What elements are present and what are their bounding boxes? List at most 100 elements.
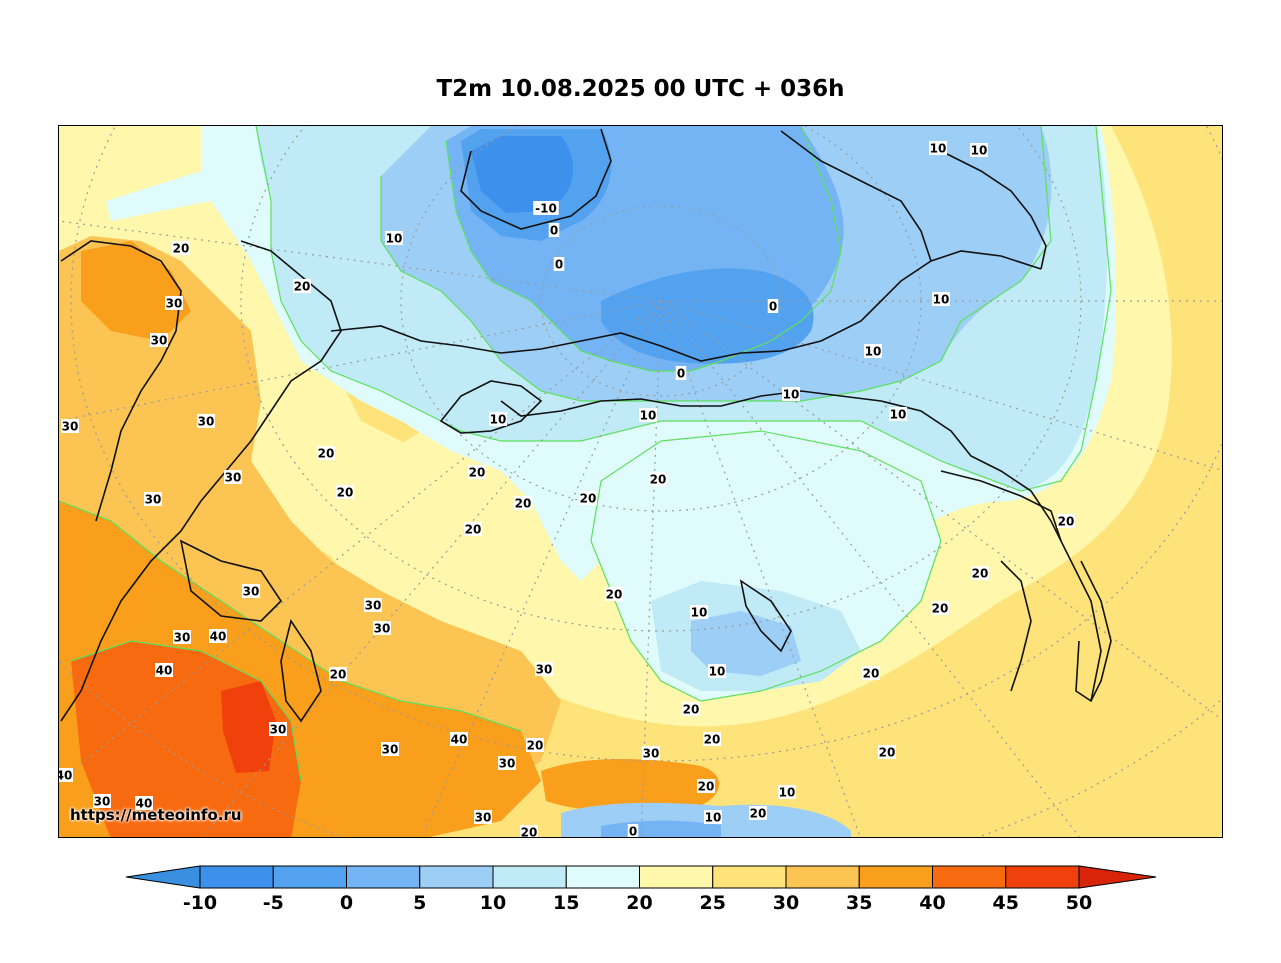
- contour-label: 40: [156, 664, 173, 678]
- contour-label: 20: [750, 807, 767, 821]
- colorbar-band: [346, 865, 421, 889]
- colorbar-band: [858, 865, 933, 889]
- contour-label-bg: [639, 408, 657, 422]
- contour-label-bg: [498, 756, 516, 770]
- contour-label-bg: [649, 472, 667, 486]
- contour-label: 0: [677, 367, 685, 381]
- contour-label-bg: [862, 666, 880, 680]
- contour-label-bg: [317, 446, 335, 460]
- contour-label: 20: [330, 668, 347, 682]
- contour-label: 0: [629, 825, 637, 839]
- contour-label: 10: [709, 665, 726, 679]
- contour-label: 10: [865, 345, 882, 359]
- contour-label: 30: [382, 743, 399, 757]
- contour-label-bg: [708, 664, 726, 678]
- contour-label-bg: [468, 465, 486, 479]
- contour-label-bg: [144, 492, 162, 506]
- contour-label: 20: [527, 739, 544, 753]
- contour-label: 10: [930, 142, 947, 156]
- contour-label-bg: [489, 412, 507, 426]
- contour-label: 20: [704, 733, 721, 747]
- contour-label-bg: [971, 566, 989, 580]
- contour-label-bg: [535, 662, 553, 676]
- contour-label: 10: [890, 408, 907, 422]
- colorbar-tick-label: 0: [339, 892, 354, 914]
- contour-label-bg: [209, 629, 227, 643]
- contour-label: 0: [550, 224, 558, 238]
- contour-label-bg: [329, 667, 347, 681]
- colorbar-band: [932, 865, 1007, 889]
- contour-label: 20: [879, 746, 896, 760]
- contour-label: 30: [243, 585, 260, 599]
- contour-label-bg: [520, 825, 538, 837]
- colorbar-band: [785, 865, 860, 889]
- colorbar-tick-label: 10: [479, 892, 507, 914]
- field-siberia-coolest: [691, 611, 801, 676]
- colorbar-tick-label: 45: [992, 892, 1019, 914]
- contour-label: 40: [59, 769, 72, 783]
- contour-label: 20: [972, 567, 989, 581]
- contour-label: 40: [136, 797, 153, 811]
- field-45-50: [221, 681, 276, 773]
- contour-label-bg: [385, 231, 403, 245]
- contour-label: -10: [535, 202, 557, 216]
- contour-label: 30: [151, 334, 168, 348]
- contour-label-bg: [526, 738, 544, 752]
- contour-label-bg: [165, 296, 183, 310]
- contour-label: 20: [337, 486, 354, 500]
- colorbar-tick-label: 20: [626, 892, 653, 914]
- contour-label-bg: [173, 630, 191, 644]
- colorbar-tick-label: 5: [413, 892, 427, 914]
- watermark: https://meteoinfo.ru: [70, 806, 242, 824]
- contour-label: 30: [225, 471, 242, 485]
- contour-label: 30: [145, 493, 162, 507]
- contour-label-bg: [682, 702, 700, 716]
- contour-label-bg: [514, 496, 532, 510]
- contour-label-bg: [627, 824, 639, 837]
- contour-label: 20: [515, 497, 532, 511]
- chart-title: T2m 10.08.2025 00 UTC + 036h: [436, 76, 845, 102]
- contour-label: 20: [863, 667, 880, 681]
- colorbar-tick-label: 35: [846, 892, 873, 914]
- contour-label: 30: [198, 415, 215, 429]
- contour-label-bg: [703, 732, 721, 746]
- colorbar-band: [1005, 865, 1080, 889]
- contour-label: 10: [933, 293, 950, 307]
- contour-label-bg: [533, 201, 559, 215]
- colorbar: [125, 865, 1157, 889]
- contour-label-bg: [450, 732, 468, 746]
- colorbar-band: [639, 865, 714, 889]
- contour-label: 30: [365, 599, 382, 613]
- colorbar-tick-label: 30: [772, 892, 800, 914]
- colorbar-band: [419, 865, 494, 889]
- contour-label: 10: [971, 144, 988, 158]
- contour-label-bg: [269, 722, 287, 736]
- contour-label: 30: [166, 297, 183, 311]
- contour-label: 30: [94, 795, 111, 809]
- contour-label: 30: [475, 811, 492, 825]
- contour-label-bg: [464, 522, 482, 536]
- contour-label: 0: [769, 300, 777, 314]
- contour-label-bg: [59, 768, 73, 782]
- contour-label: 0: [555, 258, 563, 272]
- contour-label-bg: [932, 292, 950, 306]
- contour-label: 30: [270, 723, 287, 737]
- field-m5-0-b: [601, 268, 814, 364]
- colorbar-over-arrow: [1078, 865, 1157, 889]
- contour-label-bg: [864, 344, 882, 358]
- contour-label-bg: [749, 806, 767, 820]
- colorbar-tick-label: 25: [699, 892, 726, 914]
- contour-label: 20: [173, 242, 190, 256]
- contour-label-bg: [373, 621, 391, 635]
- contour-label: 40: [210, 630, 227, 644]
- contour-label: 10: [705, 811, 722, 825]
- contour-label-bg: [704, 810, 722, 824]
- contour-label-bg: [61, 419, 79, 433]
- colorbar-band: [712, 865, 787, 889]
- contour-label: 20: [318, 447, 335, 461]
- contour-label: 30: [499, 757, 516, 771]
- colorbar-band: [565, 865, 640, 889]
- contour-label: 10: [783, 388, 800, 402]
- coastlines: [60, 128, 1112, 723]
- temperature-map: -10 0 0 10 0 0 10 10 10 10 10 10 10 10 20 20 30 30 30 30 20 3…: [58, 125, 1223, 838]
